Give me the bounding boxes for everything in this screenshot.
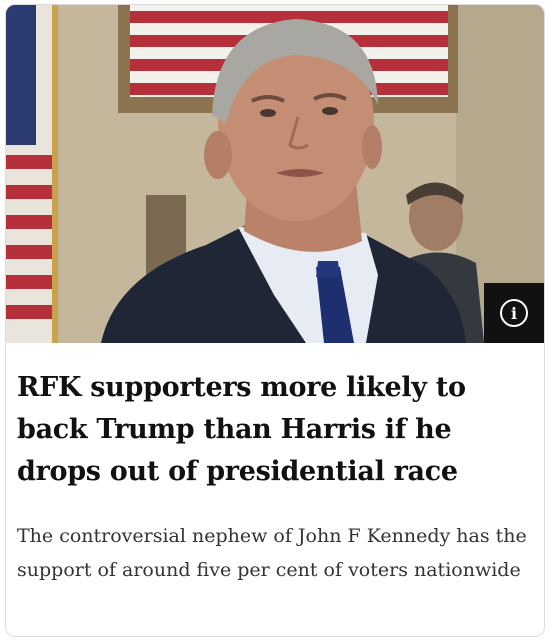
article-photo[interactable]: i (6, 5, 544, 343)
info-button[interactable]: i (484, 283, 544, 343)
article-headline[interactable]: RFK supporters more likely to back Trump… (17, 372, 466, 487)
article-summary: The controversial nephew of John F Kenne… (17, 525, 527, 581)
info-icon: i (500, 299, 528, 327)
article-card[interactable]: i RFK supporters more likely to back Tru… (5, 4, 545, 637)
photo-illustration (6, 5, 544, 343)
